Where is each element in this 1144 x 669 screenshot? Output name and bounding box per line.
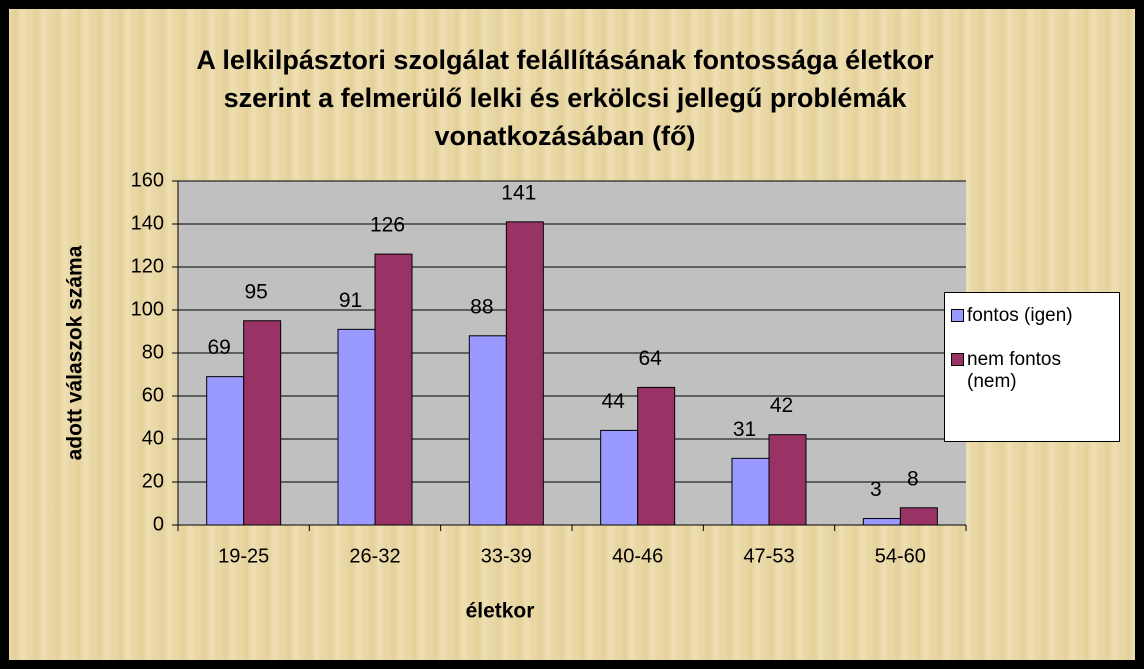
legend-entry: fontos (igen) bbox=[951, 305, 1113, 327]
y-axis-title: adott válaszok száma bbox=[64, 245, 87, 460]
chart-title: vonatkozásában (fő) bbox=[434, 121, 695, 151]
x-axis-title: életkor bbox=[466, 600, 535, 623]
x-tick-label: 26-32 bbox=[349, 545, 400, 567]
y-tick-label: 160 bbox=[131, 169, 164, 191]
x-tick-label: 40-46 bbox=[612, 545, 663, 567]
bar bbox=[374, 253, 413, 526]
value-label: 95 bbox=[244, 280, 267, 303]
chart-title: szerint a felmerülő lelki és erkölcsi je… bbox=[224, 83, 908, 113]
y-tick-label: 140 bbox=[131, 212, 164, 234]
y-tick-label: 120 bbox=[131, 255, 164, 277]
y-tick-label: 100 bbox=[131, 298, 164, 320]
y-tick-label: 60 bbox=[142, 384, 164, 406]
x-tick-label: 33-39 bbox=[481, 545, 532, 567]
bar bbox=[862, 518, 901, 526]
legend-swatch bbox=[951, 353, 964, 366]
bar bbox=[768, 434, 807, 526]
bar bbox=[600, 429, 639, 526]
value-label: 42 bbox=[770, 394, 793, 417]
bar bbox=[206, 376, 245, 526]
value-label: 8 bbox=[907, 467, 919, 490]
value-label: 141 bbox=[501, 181, 536, 204]
chart-title: A lelkilpásztori szolgálat felállításána… bbox=[196, 45, 934, 75]
value-label: 64 bbox=[638, 347, 662, 370]
y-tick-label: 40 bbox=[142, 427, 164, 449]
bar bbox=[243, 320, 282, 526]
bar bbox=[637, 386, 676, 526]
value-label: 88 bbox=[470, 295, 493, 318]
legend-swatch bbox=[951, 309, 964, 322]
legend-label: nem fontos (nem) bbox=[967, 349, 1061, 392]
y-tick-label: 80 bbox=[142, 341, 164, 363]
x-tick-label: 54-60 bbox=[875, 545, 926, 567]
bar bbox=[505, 221, 544, 526]
x-tick-label: 47-53 bbox=[743, 545, 794, 567]
bar bbox=[731, 457, 770, 526]
legend-label: fontos (igen) bbox=[967, 305, 1073, 326]
value-label: 3 bbox=[870, 478, 882, 501]
bar bbox=[337, 328, 376, 526]
value-label: 91 bbox=[339, 289, 362, 312]
y-tick-label: 0 bbox=[153, 513, 164, 535]
legend: fontos (igen) nem fontos (nem) bbox=[944, 292, 1120, 442]
value-label: 69 bbox=[207, 336, 230, 359]
value-label: 126 bbox=[370, 214, 405, 237]
bar bbox=[899, 507, 938, 526]
value-label: 44 bbox=[601, 390, 625, 413]
y-tick-label: 20 bbox=[142, 470, 164, 492]
legend-entry: nem fontos (nem) bbox=[951, 349, 1113, 393]
x-tick-label: 19-25 bbox=[218, 545, 269, 567]
bar bbox=[468, 335, 507, 526]
value-label: 31 bbox=[733, 418, 756, 441]
